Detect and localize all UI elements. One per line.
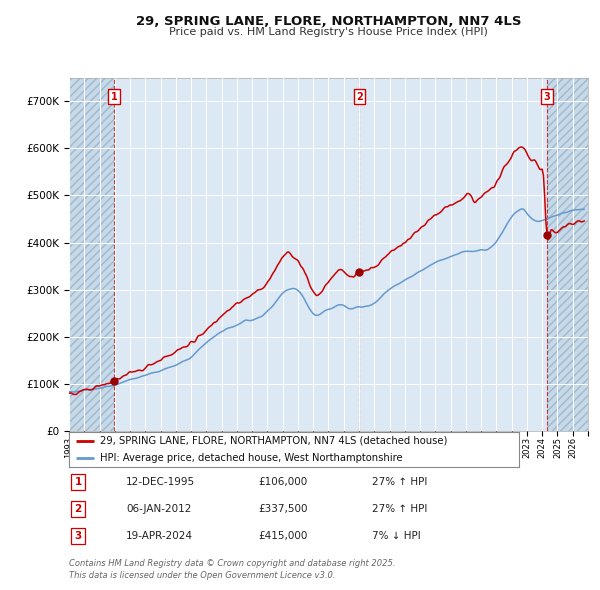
Text: 12-DEC-1995: 12-DEC-1995 — [126, 477, 195, 487]
Text: Contains HM Land Registry data © Crown copyright and database right 2025.
This d: Contains HM Land Registry data © Crown c… — [69, 559, 395, 580]
Text: 27% ↑ HPI: 27% ↑ HPI — [372, 504, 427, 514]
Text: HPI: Average price, detached house, West Northamptonshire: HPI: Average price, detached house, West… — [100, 454, 402, 463]
Text: 19-APR-2024: 19-APR-2024 — [126, 532, 193, 541]
Text: 1: 1 — [110, 91, 118, 101]
Text: £415,000: £415,000 — [258, 532, 307, 541]
Text: 3: 3 — [74, 532, 82, 541]
Text: 1: 1 — [74, 477, 82, 487]
Text: 29, SPRING LANE, FLORE, NORTHAMPTON, NN7 4LS: 29, SPRING LANE, FLORE, NORTHAMPTON, NN7… — [136, 15, 521, 28]
Text: £337,500: £337,500 — [258, 504, 308, 514]
Text: 06-JAN-2012: 06-JAN-2012 — [126, 504, 191, 514]
Text: 29, SPRING LANE, FLORE, NORTHAMPTON, NN7 4LS (detached house): 29, SPRING LANE, FLORE, NORTHAMPTON, NN7… — [100, 436, 447, 445]
Text: Price paid vs. HM Land Registry's House Price Index (HPI): Price paid vs. HM Land Registry's House … — [169, 27, 488, 37]
Text: 27% ↑ HPI: 27% ↑ HPI — [372, 477, 427, 487]
Text: 3: 3 — [544, 91, 550, 101]
Text: 7% ↓ HPI: 7% ↓ HPI — [372, 532, 421, 541]
Text: 2: 2 — [356, 91, 363, 101]
Text: £106,000: £106,000 — [258, 477, 307, 487]
Text: 2: 2 — [74, 504, 82, 514]
